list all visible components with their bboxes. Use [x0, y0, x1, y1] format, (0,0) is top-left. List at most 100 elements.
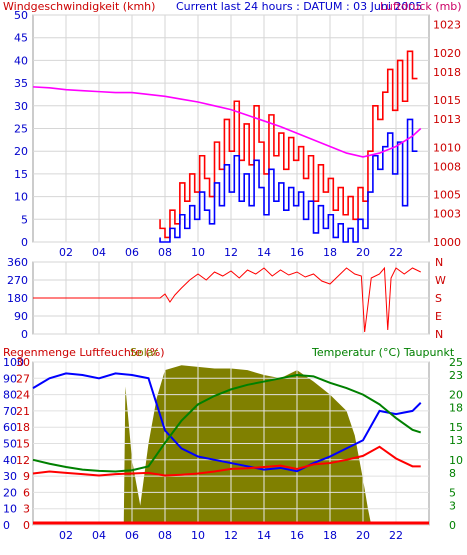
x-tick-label: 04 — [92, 246, 106, 259]
humidity-x-axis: 02 04 06 08 10 12 14 16 18 20 22 — [59, 529, 403, 542]
y-tick-label: 0 — [21, 236, 28, 249]
compass-tick-label: E — [435, 310, 442, 323]
rain-tick-label: 30 — [16, 356, 30, 369]
temperature-tick-label: 25 — [449, 356, 463, 369]
y-tick-label: 45 — [14, 32, 28, 45]
x-tick-label: 16 — [290, 246, 304, 259]
direction-series — [33, 266, 421, 333]
rain-tick-label: 12 — [16, 454, 30, 467]
y-tick-label: 25 — [14, 123, 28, 136]
wind-y-axis: 0 5 10 15 20 25 30 35 40 45 50 — [14, 9, 28, 249]
y-right-tick-label: 1000 — [433, 236, 461, 249]
x-tick-label: 22 — [389, 246, 403, 259]
wind-x-axis: 02 04 06 08 10 12 14 16 18 20 22 — [59, 246, 403, 259]
y-right-tick-label: 1013 — [433, 113, 461, 126]
y-tick-label: 35 — [14, 77, 28, 90]
y-tick-label: 10 — [14, 191, 28, 204]
y-tick-label: 5 — [21, 213, 28, 226]
y-tick-label: 10 — [3, 503, 17, 516]
y-right-tick-label: 1008 — [433, 160, 461, 173]
humidity-grid — [32, 361, 429, 526]
y-tick-label: 100 — [3, 356, 24, 369]
rain-y-axis: 0 3 6 9 12 15 18 21 24 27 30 — [16, 356, 30, 532]
humidity-line — [32, 372, 422, 473]
solar-title: Solar — [130, 346, 159, 359]
rain-tick-label: 3 — [23, 503, 30, 516]
rain-tick-label: 21 — [16, 405, 30, 418]
rain-tick-label: 9 — [23, 470, 30, 483]
x-tick-label: 12 — [224, 529, 238, 542]
y-tick-label: 40 — [3, 454, 17, 467]
x-tick-label: 22 — [389, 529, 403, 542]
y-tick-label: 270 — [7, 274, 28, 287]
temperature-tick-label: 0 — [449, 519, 456, 532]
y-right-tick-label: 1018 — [433, 66, 461, 79]
temperature-tick-label: 15 — [449, 421, 463, 434]
wind-direction-line — [33, 266, 421, 333]
temperature-line — [32, 374, 422, 473]
wind-title: Windgeschwindigkeit (kmh) — [3, 0, 155, 13]
x-tick-label: 08 — [158, 246, 172, 259]
x-tick-label: 20 — [356, 529, 370, 542]
y-tick-label: 50 — [3, 438, 17, 451]
pressure-line — [32, 86, 422, 158]
x-tick-label: 18 — [323, 529, 337, 542]
temperature-tick-label: 20 — [449, 389, 463, 402]
rain-tick-label: 27 — [16, 372, 30, 385]
y-tick-label: 40 — [14, 54, 28, 67]
temperature-tick-label: 23 — [449, 369, 463, 382]
x-tick-label: 20 — [356, 246, 370, 259]
temperature-tick-label: 18 — [449, 402, 463, 415]
y-right-tick-label: 1003 — [433, 208, 461, 221]
wind-gust-line — [159, 118, 418, 243]
compass-tick-label: N — [435, 328, 443, 341]
x-tick-label: 02 — [59, 246, 73, 259]
x-tick-label: 02 — [59, 529, 73, 542]
direction-grid — [33, 261, 429, 335]
y-tick-label: 0 — [3, 519, 10, 532]
y-tick-label: 180 — [7, 292, 28, 305]
y-right-tick-label: 1005 — [433, 189, 461, 202]
y-tick-label: 360 — [7, 256, 28, 269]
rain-tick-label: 18 — [16, 421, 30, 434]
rain-tick-label: 6 — [23, 486, 30, 499]
x-tick-label: 06 — [125, 529, 139, 542]
y-right-tick-label: 1020 — [433, 47, 461, 60]
compass-tick-label: S — [435, 292, 442, 305]
rain-tick-label: 0 — [23, 519, 30, 532]
y-tick-label: 30 — [14, 100, 28, 113]
y-tick-label: 80 — [3, 389, 17, 402]
compass-tick-label: N — [435, 256, 443, 269]
temperature-tick-label: 13 — [449, 434, 463, 447]
y-tick-label: 50 — [14, 9, 28, 22]
y-tick-label: 20 — [14, 145, 28, 158]
temperature-title: Temperatur (°C) Taupunkt — [311, 346, 455, 359]
y-tick-label: 0 — [21, 328, 28, 341]
humidity-title: Regenmenge Luftfeuchte (%) — [3, 346, 164, 359]
y-right-tick-label: 1023 — [433, 18, 461, 31]
humidity-y-axis: 0 10 20 30 40 50 60 70 80 90 100 — [3, 356, 24, 532]
pressure-title: Luftdruck (mb) — [380, 0, 462, 13]
x-tick-label: 18 — [323, 246, 337, 259]
x-tick-label: 08 — [158, 529, 172, 542]
temperature-tick-label: 8 — [449, 467, 456, 480]
x-tick-label: 12 — [224, 246, 238, 259]
y-tick-label: 20 — [3, 486, 17, 499]
y-tick-label: 15 — [14, 168, 28, 181]
rain-tick-label: 24 — [16, 389, 30, 402]
y-tick-label: 30 — [3, 470, 17, 483]
y-tick-label: 60 — [3, 421, 17, 434]
x-tick-label: 14 — [257, 529, 271, 542]
y-tick-label: 70 — [3, 405, 17, 418]
x-tick-label: 04 — [92, 529, 106, 542]
x-tick-label: 16 — [290, 529, 304, 542]
y-tick-label: 90 — [3, 372, 17, 385]
direction-y-axis: 0 90 180 270 360 — [7, 256, 28, 341]
y-tick-label: 90 — [14, 310, 28, 323]
temperature-tick-label: 10 — [449, 454, 463, 467]
